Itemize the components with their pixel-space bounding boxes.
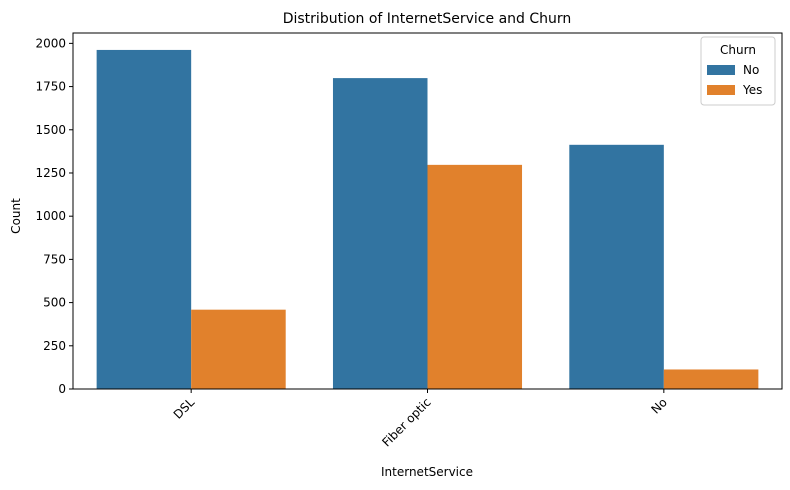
plot-area: 0 250 500 750 1000 1250 1500 1750 2000 DSL Fiber o… bbox=[35, 32, 783, 449]
x-tick-label: No bbox=[649, 395, 670, 416]
y-tick-label: 250 bbox=[43, 339, 66, 353]
x-tick-label: Fiber optic bbox=[379, 395, 433, 449]
bar-yes-dsl bbox=[191, 309, 286, 389]
bar-yes-fiber-optic bbox=[427, 164, 523, 389]
bar-no-dsl bbox=[96, 49, 192, 390]
bar-yes-no bbox=[663, 369, 759, 389]
chart-title: Distribution of InternetService and Chur… bbox=[283, 11, 572, 27]
y-tick-label: 2000 bbox=[35, 36, 66, 50]
legend: Churn No Yes bbox=[700, 36, 776, 106]
y-tick-label: 0 bbox=[58, 382, 66, 396]
legend-title: Churn bbox=[720, 43, 756, 57]
y-axis-label: Count bbox=[9, 198, 23, 234]
y-tick-label: 1250 bbox=[35, 166, 66, 180]
y-tick-label: 1750 bbox=[35, 80, 66, 94]
legend-label-yes: Yes bbox=[742, 83, 762, 97]
legend-swatch-yes bbox=[707, 85, 735, 95]
bar-no-fiber-optic bbox=[332, 78, 428, 389]
bar-no-no bbox=[569, 144, 664, 389]
x-tick-label: DSL bbox=[171, 395, 198, 422]
legend-swatch-no bbox=[707, 65, 735, 75]
x-axis-label: InternetService bbox=[381, 465, 473, 479]
y-tick-label: 1500 bbox=[35, 123, 66, 137]
y-tick-label: 1000 bbox=[35, 209, 66, 223]
legend-label-no: No bbox=[743, 63, 759, 77]
y-tick-label: 500 bbox=[43, 296, 66, 310]
y-tick-label: 750 bbox=[43, 252, 66, 266]
